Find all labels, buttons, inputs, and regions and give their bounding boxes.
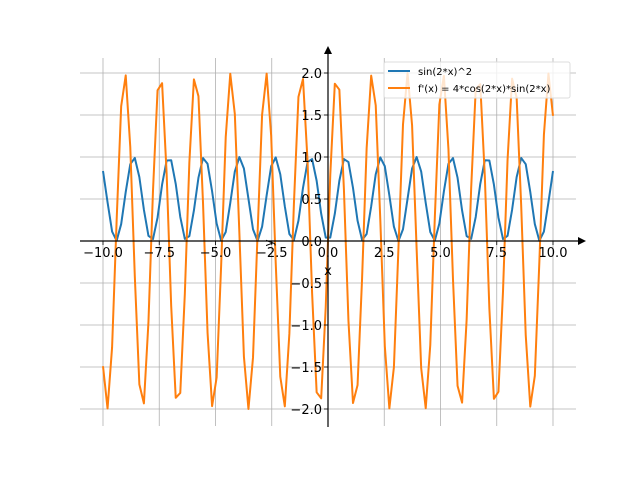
y-tick-label: −1.0 (290, 319, 322, 334)
y-tick-label: 0.5 (301, 193, 322, 208)
x-axis-arrow (578, 237, 586, 245)
y-axis-arrow (324, 46, 332, 54)
y-tick-label: 1.5 (301, 109, 322, 124)
tick-labels: −10.0 −7.5 −5.0 −2.5 0.0 2.5 5.0 7.5 10.0 −2.0 −1.… (83, 67, 567, 418)
x-tick-label: 5.0 (430, 246, 451, 261)
y-axis-label: y (262, 239, 276, 246)
legend-label-0: sin(2*x)^2 (418, 67, 472, 78)
x-tick-label: 2.5 (374, 246, 395, 261)
x-tick-label: −7.5 (143, 246, 175, 261)
y-tick-label: −1.5 (290, 361, 322, 376)
x-tick-label: 7.5 (486, 246, 507, 261)
x-tick-label: −10.0 (83, 246, 123, 261)
x-tick-label: 10.0 (539, 246, 568, 261)
y-tick-label: −0.5 (290, 277, 322, 292)
y-tick-label: 2.0 (301, 67, 322, 82)
y-tick-label: 0.0 (301, 235, 322, 250)
x-tick-label: 0.0 (318, 246, 339, 261)
x-tick-label: −5.0 (200, 246, 232, 261)
legend-label-1: f'(x) = 4*cos(2*x)*sin(2*x) (418, 84, 551, 95)
axes (80, 46, 586, 427)
legend: sin(2*x)^2 f'(x) = 4*cos(2*x)*sin(2*x) (383, 61, 571, 99)
y-tick-label: 1.0 (301, 151, 322, 166)
x-tick-label: −2.5 (256, 246, 288, 261)
x-axis-label: x (324, 264, 332, 279)
y-tick-label: −2.0 (290, 403, 322, 418)
